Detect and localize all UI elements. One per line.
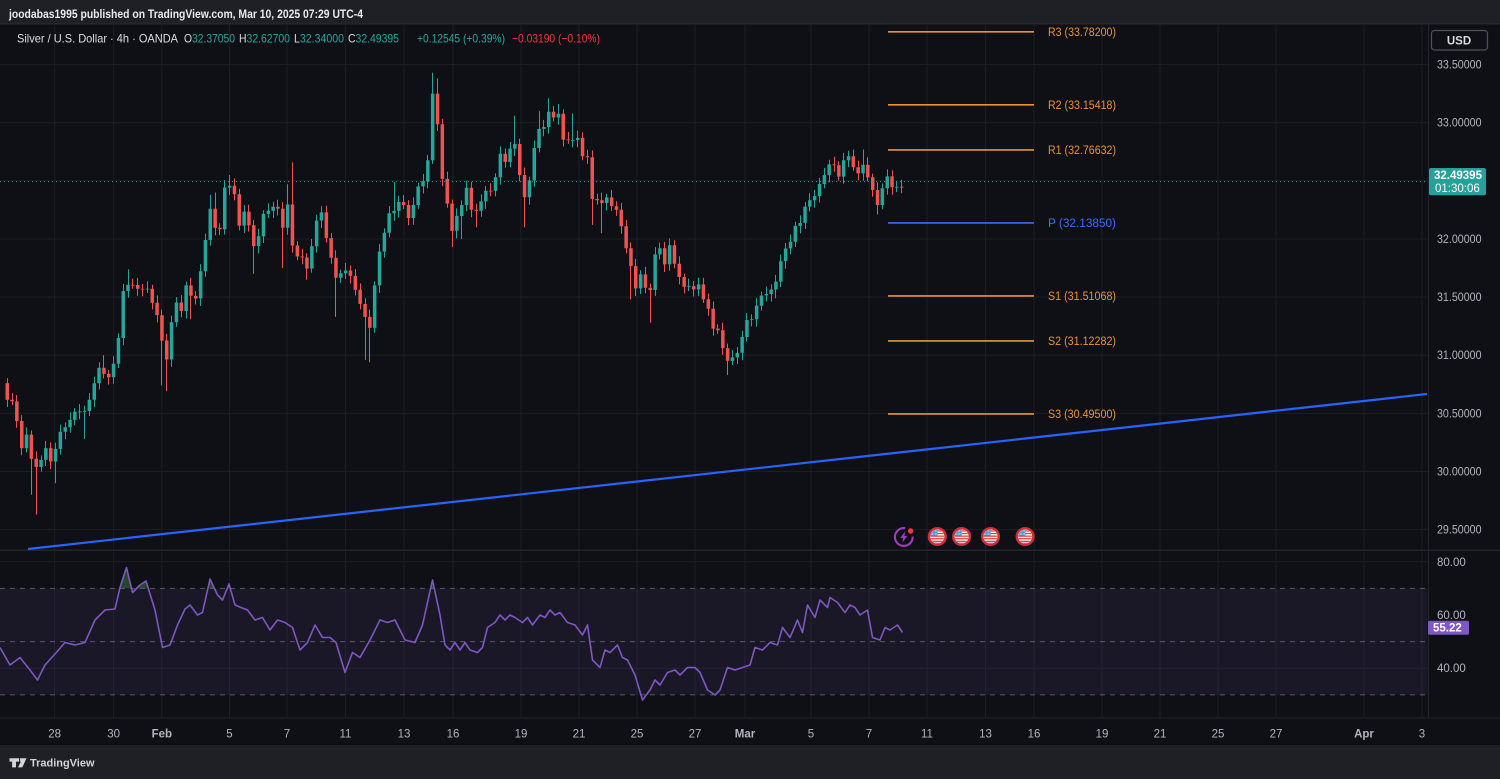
svg-text:S3 (30.49500): S3 (30.49500) <box>1048 409 1116 421</box>
svg-text:S1 (31.51068): S1 (31.51068) <box>1048 291 1116 303</box>
svg-text:C32.49395: C32.49395 <box>348 32 399 46</box>
svg-text:30: 30 <box>107 729 120 741</box>
svg-text:32.00000: 32.00000 <box>1437 234 1482 246</box>
svg-text:R2 (33.15418): R2 (33.15418) <box>1048 100 1116 112</box>
svg-text:31.00000: 31.00000 <box>1437 350 1482 362</box>
svg-text:21: 21 <box>573 729 586 741</box>
svg-text:R3 (33.78200): R3 (33.78200) <box>1048 27 1116 39</box>
svg-text:11: 11 <box>340 729 352 741</box>
svg-text:28: 28 <box>48 729 61 741</box>
svg-text:80.00: 80.00 <box>1437 557 1466 569</box>
svg-text:16: 16 <box>447 729 460 741</box>
svg-text:01:30:06: 01:30:06 <box>1435 183 1480 195</box>
svg-text:joodabas1995 published on Trad: joodabas1995 published on TradingView.co… <box>8 7 363 21</box>
svg-text:29.50000: 29.50000 <box>1437 525 1482 537</box>
svg-text:19: 19 <box>515 729 528 741</box>
svg-text:O32.37050: O32.37050 <box>184 32 235 46</box>
svg-text:P (32.13850): P (32.13850) <box>1048 218 1116 230</box>
svg-text:32.49395: 32.49395 <box>1434 170 1483 182</box>
svg-text:H32.62700: H32.62700 <box>239 32 290 46</box>
svg-text:7: 7 <box>284 729 290 741</box>
svg-text:19: 19 <box>1096 729 1109 741</box>
svg-text:16: 16 <box>1028 729 1041 741</box>
svg-text:L32.34000: L32.34000 <box>294 32 344 46</box>
svg-text:7: 7 <box>866 729 872 741</box>
svg-text:5: 5 <box>808 729 814 741</box>
svg-text:5: 5 <box>226 729 232 741</box>
svg-text:Apr: Apr <box>1354 729 1374 741</box>
svg-text:11: 11 <box>921 729 933 741</box>
svg-text:13: 13 <box>979 729 992 741</box>
svg-text:40.00: 40.00 <box>1437 663 1466 675</box>
svg-text:33.50000: 33.50000 <box>1437 60 1482 72</box>
svg-text:R1 (32.76632): R1 (32.76632) <box>1048 145 1116 157</box>
svg-text:27: 27 <box>689 729 702 741</box>
svg-text:30.50000: 30.50000 <box>1437 408 1482 420</box>
svg-text:25: 25 <box>1212 729 1225 741</box>
svg-text:55.22: 55.22 <box>1433 623 1462 635</box>
svg-text:Mar: Mar <box>735 729 756 741</box>
svg-text:Silver / U.S. Dollar · 4h · OA: Silver / U.S. Dollar · 4h · OANDA <box>17 32 178 46</box>
svg-text:60.00: 60.00 <box>1437 610 1466 622</box>
svg-text:+0.12545 (+0.39%): +0.12545 (+0.39%) <box>417 32 505 46</box>
svg-text:S2 (31.12282): S2 (31.12282) <box>1048 336 1116 348</box>
svg-text:30.00000: 30.00000 <box>1437 467 1482 479</box>
svg-text:33.00000: 33.00000 <box>1437 118 1482 130</box>
svg-text:21: 21 <box>1154 729 1167 741</box>
svg-text:TradingView: TradingView <box>30 758 95 770</box>
svg-text:27: 27 <box>1270 729 1283 741</box>
svg-text:Feb: Feb <box>152 729 172 741</box>
svg-text:USD: USD <box>1447 36 1471 48</box>
svg-text:−0.03190 (−0.10%): −0.03190 (−0.10%) <box>512 32 600 46</box>
svg-text:31.50000: 31.50000 <box>1437 292 1482 304</box>
svg-text:3: 3 <box>1419 729 1425 741</box>
svg-text:13: 13 <box>398 729 411 741</box>
svg-text:25: 25 <box>631 729 644 741</box>
